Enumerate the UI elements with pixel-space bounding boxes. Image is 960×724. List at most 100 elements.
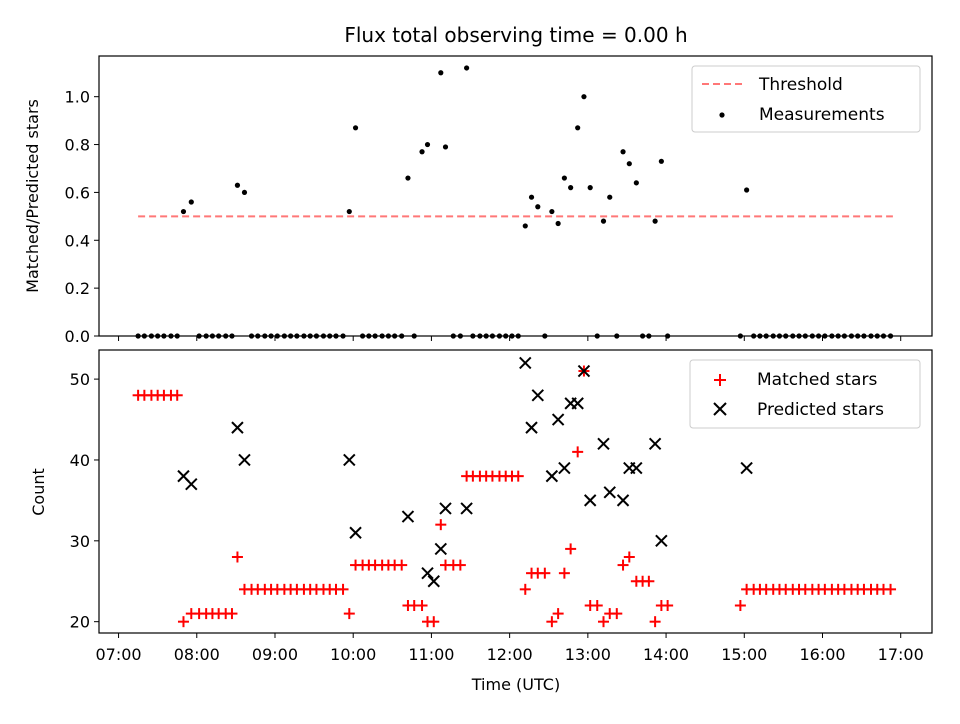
measurement-point xyxy=(405,175,411,181)
predicted-star-marker xyxy=(577,364,591,378)
predicted-star-marker xyxy=(231,421,244,434)
matched-star-marker xyxy=(623,551,635,563)
matched-star-marker xyxy=(435,519,447,531)
predicted-star-marker xyxy=(571,397,584,410)
measurement-point xyxy=(568,185,574,191)
legend-threshold-label: Threshold xyxy=(758,75,843,95)
matched-star-marker xyxy=(662,600,674,612)
predicted-star-marker xyxy=(583,494,597,507)
x-tick-label: 09:00 xyxy=(252,645,298,664)
predicted-star-marker xyxy=(531,389,544,402)
predicted-star-marker xyxy=(616,494,630,507)
top-y-tick-label: 0.6 xyxy=(65,183,90,202)
top-y-tick-label: 0.4 xyxy=(65,231,90,250)
bottom-y-tick-label: 20 xyxy=(70,613,90,632)
predicted-star-marker xyxy=(525,421,538,434)
bottom-y-tick-label: 30 xyxy=(70,532,90,551)
bottom-legend-box xyxy=(689,359,921,429)
measurement-point xyxy=(528,194,535,200)
x-tick-label: 11:00 xyxy=(408,645,454,664)
matched-star-marker xyxy=(343,608,355,620)
measurement-point xyxy=(424,141,431,148)
matched-star-marker xyxy=(617,559,629,571)
x-tick-label: 16:00 xyxy=(799,645,845,664)
matched-star-marker xyxy=(611,608,623,620)
measurement-point xyxy=(346,208,352,215)
matched-star-marker xyxy=(643,575,655,587)
measurement-point xyxy=(555,220,561,227)
predicted-star-marker xyxy=(401,510,415,523)
legend-predicted-label: Predicted stars xyxy=(757,400,884,420)
measurement-point xyxy=(575,125,581,131)
matched-star-marker xyxy=(565,543,577,555)
measurement-point xyxy=(581,94,587,100)
measurements-group xyxy=(180,65,750,229)
x-tick-label: 12:00 xyxy=(487,645,533,664)
matched-star-marker xyxy=(649,616,661,628)
predicted-star-marker xyxy=(519,356,532,370)
legend-matched-swatch xyxy=(714,374,726,386)
bottom-y-tick-label: 40 xyxy=(70,451,90,470)
predicted-star-marker xyxy=(655,534,668,548)
measurement-point xyxy=(549,208,555,215)
top-y-tick-label: 1.0 xyxy=(65,88,90,107)
measurement-point xyxy=(352,125,359,131)
measurement-point xyxy=(744,187,750,193)
measurement-point xyxy=(561,175,567,181)
predicted-stars-group xyxy=(177,356,753,588)
predicted-star-marker xyxy=(421,566,434,580)
matched-star-marker xyxy=(171,389,183,401)
measurement-point xyxy=(438,70,444,76)
matched-star-marker xyxy=(552,608,564,620)
measurement-point xyxy=(607,194,613,200)
matched-star-marker xyxy=(597,616,609,628)
matched-star-marker xyxy=(591,600,603,612)
measurement-point xyxy=(234,182,241,188)
measurement-point xyxy=(241,189,248,196)
measurement-point xyxy=(188,199,194,205)
matched-star-marker xyxy=(885,583,897,595)
measurement-point xyxy=(633,180,639,186)
x-tick-label: 10:00 xyxy=(330,645,376,664)
measurement-point xyxy=(652,218,658,224)
matched-star-marker xyxy=(428,616,440,628)
measurement-point xyxy=(620,149,626,155)
bottom-y-axis: 20 30 40 50 xyxy=(70,370,99,632)
matched-star-marker xyxy=(454,559,466,571)
top-y-axis-label: Matched/Predicted stars xyxy=(23,99,42,293)
predicted-star-marker xyxy=(740,461,753,475)
x-axis-label: Time (UTC) xyxy=(471,675,560,694)
measurement-point xyxy=(587,185,593,191)
matched-star-marker xyxy=(512,470,524,482)
predicted-star-marker xyxy=(238,453,251,467)
legend-predicted-swatch xyxy=(713,402,727,416)
measurement-point xyxy=(535,204,541,210)
legend-measurements-label: Measurements xyxy=(759,105,885,125)
predicted-star-marker xyxy=(545,469,559,483)
bottom-axes-frame xyxy=(98,349,933,634)
measurement-point xyxy=(626,161,632,167)
top-y-tick-label: 0.8 xyxy=(65,136,90,155)
matched-star-marker xyxy=(558,567,570,579)
predicted-star-marker xyxy=(349,526,362,539)
matched-star-marker xyxy=(177,616,189,628)
matched-star-marker xyxy=(519,583,531,595)
top-axes-frame xyxy=(98,55,933,337)
x-tick-label: 17:00 xyxy=(878,645,924,664)
predicted-star-marker xyxy=(597,437,610,451)
top-y-tick-label: 0.2 xyxy=(65,279,90,298)
x-tick-label: 08:00 xyxy=(174,645,220,664)
x-tick-label: 14:00 xyxy=(643,645,689,664)
matched-star-marker xyxy=(231,551,243,563)
measurement-point xyxy=(419,149,425,155)
top-legend-box xyxy=(691,65,921,133)
measurement-point xyxy=(180,208,187,215)
x-tick-label: 13:00 xyxy=(565,645,611,664)
bottom-y-axis-label: Count xyxy=(29,468,48,516)
predicted-star-marker xyxy=(185,478,198,491)
bottom-legend: Matched stars Predicted stars xyxy=(689,359,921,429)
bottom-x-axis: 07:00 08:00 09:00 10:00 11:00 12:00 13:00 14:00… xyxy=(95,633,924,664)
matched-star-marker xyxy=(546,616,558,628)
